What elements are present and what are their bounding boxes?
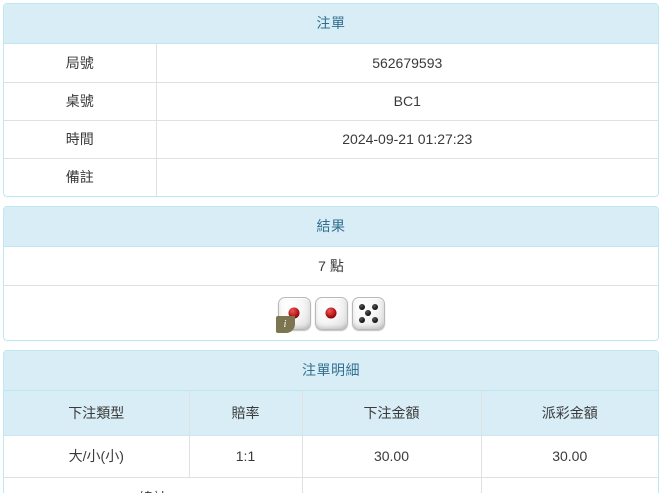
column-header-payout: 派彩金額 xyxy=(480,391,658,436)
table-row: 備註 xyxy=(4,157,658,196)
bet-detail-table: 下注類型 賠率 下注金額 派彩金額 大/小(小) 1:1 30.00 30.00… xyxy=(4,391,658,493)
cell-payout: 30.00 xyxy=(480,435,658,477)
cell-total-label: 總計 xyxy=(4,476,302,493)
result-dice-row: i xyxy=(4,285,658,340)
cell-total-payout: 30.00 xyxy=(480,476,658,493)
order-info-table: 局號 562679593 桌號 BC1 時間 2024-09-21 01:27:… xyxy=(4,44,658,196)
die-pip-icon xyxy=(371,303,378,310)
cell-total-bet-amount: 30.00 xyxy=(301,476,481,493)
column-header-odds: 賠率 xyxy=(188,391,302,436)
table-row: 局號 562679593 xyxy=(4,44,658,82)
detail-panel-title: 注單明細 xyxy=(4,351,658,391)
cell-bet-type: 大/小(小) xyxy=(68,448,124,464)
detail-panel: 注單明細 下注類型 賠率 下注金額 派彩金額 大/小(小) 1:1 30.00 … xyxy=(3,350,659,493)
order-value-table: BC1 xyxy=(155,81,658,120)
order-label-table: 桌號 xyxy=(4,81,156,120)
result-panel-title: 結果 xyxy=(4,207,658,247)
order-value-remark xyxy=(155,157,658,196)
die-pip-icon xyxy=(371,316,378,323)
table-total-row: 總計 30.00 30.00 xyxy=(4,476,658,493)
order-label-round: 局號 xyxy=(65,54,94,71)
order-label-time: 時間 xyxy=(4,119,156,158)
die-pip-icon xyxy=(288,307,300,319)
order-panel: 注單 局號 562679593 桌號 BC1 時間 2024-09-21 01:… xyxy=(3,3,659,197)
table-header-row: 下注類型 賠率 下注金額 派彩金額 xyxy=(4,391,658,436)
info-badge-icon[interactable]: i xyxy=(275,315,295,333)
table-row: 大/小(小) 1:1 30.00 30.00 xyxy=(4,435,658,477)
die-pip-icon xyxy=(358,303,365,310)
order-value-time: 2024-09-21 01:27:23 xyxy=(155,119,658,158)
dice-group: i xyxy=(275,296,385,333)
die-pip-icon xyxy=(365,310,371,316)
cell-bet-amount: 30.00 xyxy=(301,435,481,477)
order-value-round: 562679593 xyxy=(155,44,658,82)
die-1: i xyxy=(275,296,311,333)
table-row: 時間 2024-09-21 01:27:23 xyxy=(4,119,658,158)
die-2 xyxy=(314,296,348,330)
cell-odds: 1:1 xyxy=(188,435,302,477)
die-pip-icon xyxy=(325,307,337,319)
order-panel-title: 注單 xyxy=(4,4,658,44)
result-points-text: 7 點 xyxy=(318,258,344,274)
die-3 xyxy=(351,296,385,330)
column-header-bet-type: 下注類型 xyxy=(4,391,189,436)
die-pip-icon xyxy=(358,316,365,323)
table-row: 桌號 BC1 xyxy=(4,81,658,120)
column-header-bet-amount: 下注金額 xyxy=(301,391,481,436)
order-label-remark: 備註 xyxy=(4,157,156,196)
result-panel: 結果 7 點 i xyxy=(3,206,659,341)
